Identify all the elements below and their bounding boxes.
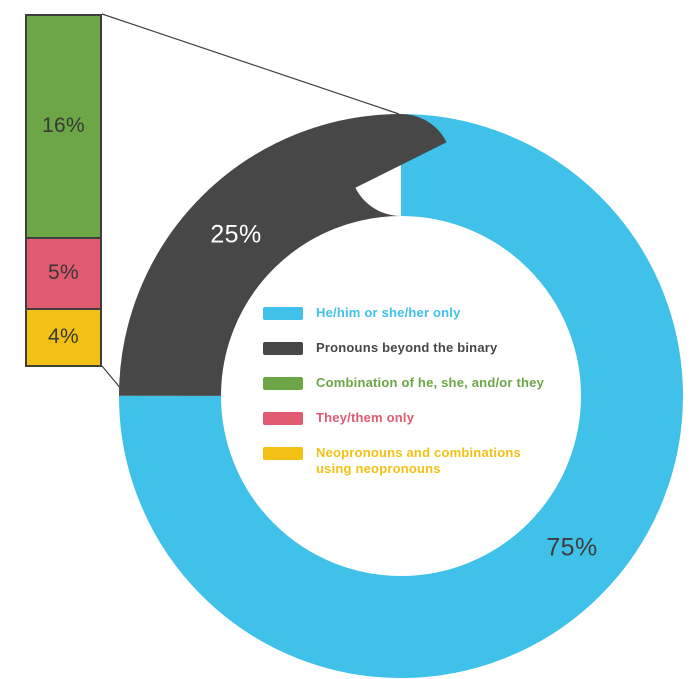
legend-item-1: Pronouns beyond the binary — [263, 340, 553, 357]
leader-line-top — [101, 13, 400, 115]
legend-item-3: They/them only — [263, 410, 553, 427]
legend-label: Combination of he, she, and/or they — [316, 374, 545, 390]
donut-slice-1 — [119, 114, 683, 678]
donut-label-blue-slice: 75% — [546, 533, 598, 562]
bar-segment-2: 4% — [27, 307, 100, 365]
bar-segment-label: 5% — [48, 261, 79, 285]
legend-swatch — [263, 341, 303, 355]
legend-swatch — [263, 376, 303, 390]
bar-segment-label: 16% — [42, 114, 85, 138]
leader-line-bottom — [101, 365, 123, 391]
legend-label: They/them only — [316, 409, 415, 425]
bar-segment-label: 4% — [48, 325, 79, 349]
legend-item-4: Neopronouns and combinations using neopr… — [263, 445, 553, 479]
breakdown-bar: 16% 5% 4% — [25, 14, 102, 367]
legend-swatch — [263, 307, 303, 320]
legend-swatch — [263, 446, 303, 460]
legend-item-0: He/him or she/her only — [263, 305, 553, 322]
legend-label: He/him or she/her only — [316, 305, 461, 320]
legend-label: Neopronouns and combinations using neopr… — [316, 444, 521, 477]
legend-swatch — [263, 411, 303, 425]
legend-label: Pronouns beyond the binary — [316, 339, 498, 355]
legend: He/him or she/her only Pronouns beyond th… — [263, 305, 553, 496]
donut-label-dark-slice: 25% — [210, 220, 262, 249]
bar-segment-0: 16% — [27, 16, 100, 237]
bar-segment-1: 5% — [27, 236, 100, 308]
legend-item-2: Combination of he, she, and/or they — [263, 375, 553, 392]
